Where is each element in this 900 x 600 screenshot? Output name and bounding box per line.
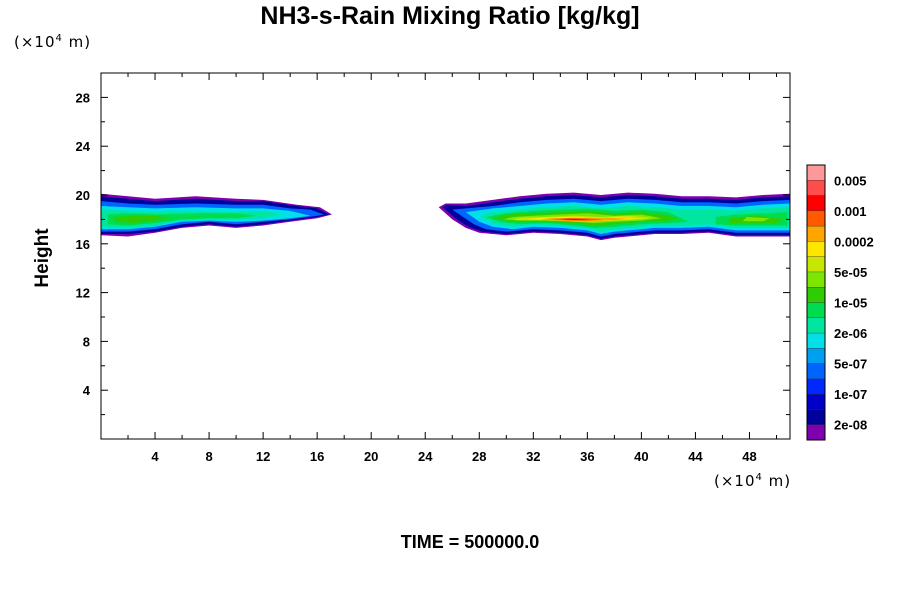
x-tick-label: 12 — [256, 449, 270, 464]
colorbar-label: 0.001 — [834, 204, 867, 219]
y-unit-suffix: m) — [62, 33, 92, 51]
x-tick-label: 28 — [472, 449, 486, 464]
colorbar-swatch — [806, 317, 826, 334]
colorbar-swatch — [806, 332, 826, 349]
x-unit-exponent: 4 — [755, 472, 763, 483]
colorbar-swatch — [806, 393, 826, 410]
y-unit-exponent: 4 — [55, 33, 63, 44]
colorbar: 0.005 0.001 0.0002 5e-05 1e-05 2e-06 5e-07 1e-0… — [806, 164, 874, 441]
x-unit-suffix: m) — [762, 472, 792, 490]
x-tick-label: 44 — [688, 449, 703, 464]
x-tick-label: 36 — [580, 449, 594, 464]
y-unit-label: (×104 m) — [14, 33, 91, 51]
y-tick-label: 20 — [76, 188, 90, 203]
x-tick-label: 4 — [151, 449, 159, 464]
colorbar-label: 0.005 — [834, 173, 867, 188]
x-tick-label: 24 — [418, 449, 433, 464]
colorbar-label: 1e-07 — [834, 387, 867, 402]
colorbar-label: 2e-06 — [834, 326, 867, 341]
colorbar-label: 2e-08 — [834, 418, 867, 433]
y-tick-label: 28 — [76, 90, 90, 105]
x-unit-prefix: (×10 — [714, 472, 756, 490]
colorbar-swatch — [806, 271, 826, 288]
x-tick-label: 8 — [205, 449, 212, 464]
plot-area — [101, 192, 790, 241]
colorbar-swatch — [806, 195, 826, 212]
y-tick-label: 24 — [76, 139, 91, 154]
colorbar-frame — [806, 164, 826, 441]
colorbar-label: 5e-05 — [834, 265, 867, 280]
y-tick-label: 8 — [83, 334, 90, 349]
colorbar-swatch — [806, 210, 826, 227]
x-tick-label: 16 — [310, 449, 324, 464]
colorbar-swatch — [806, 180, 826, 197]
contour-band-22 — [560, 218, 591, 220]
y-tick-label: 12 — [76, 286, 90, 301]
colorbar-swatch — [806, 241, 826, 258]
y-axis-label: Height — [32, 228, 53, 288]
contour-band-6 — [114, 215, 169, 224]
colorbar-label: 5e-07 — [834, 357, 867, 372]
x-unit-label: (×104 m) — [714, 472, 791, 490]
x-tick-label: 20 — [364, 449, 378, 464]
y-tick-label: 16 — [76, 237, 90, 252]
colorbar-label: 1e-05 — [834, 296, 867, 311]
colorbar-swatch — [806, 225, 826, 242]
colorbar-swatch — [806, 348, 826, 365]
plot-frame — [100, 72, 791, 440]
colorbar-swatch — [806, 409, 826, 426]
colorbar-swatch — [806, 363, 826, 380]
y-tick-label: 4 — [83, 383, 91, 398]
time-label: TIME = 500000.0 — [400, 532, 540, 552]
colorbar-swatch — [806, 378, 826, 395]
x-tick-label: 40 — [634, 449, 648, 464]
colorbar-swatch — [806, 287, 826, 304]
x-axis: 4 8 12 16 20 24 28 32 36 40 44 48 — [127, 73, 777, 464]
y-axis: 4 8 12 16 20 24 28 — [76, 90, 790, 416]
colorbar-label: 0.0002 — [834, 234, 874, 249]
chart-title: NH3-s-Rain Mixing Ratio [kg/kg] — [260, 2, 640, 30]
x-tick-label: 48 — [742, 449, 756, 464]
contour-band-17 — [742, 217, 770, 222]
colorbar-swatch — [806, 424, 826, 441]
colorbar-swatch — [806, 164, 826, 181]
y-unit-prefix: (×10 — [14, 33, 56, 51]
colorbar-swatch — [806, 256, 826, 273]
colorbar-swatch — [806, 302, 826, 319]
x-tick-label: 32 — [526, 449, 540, 464]
